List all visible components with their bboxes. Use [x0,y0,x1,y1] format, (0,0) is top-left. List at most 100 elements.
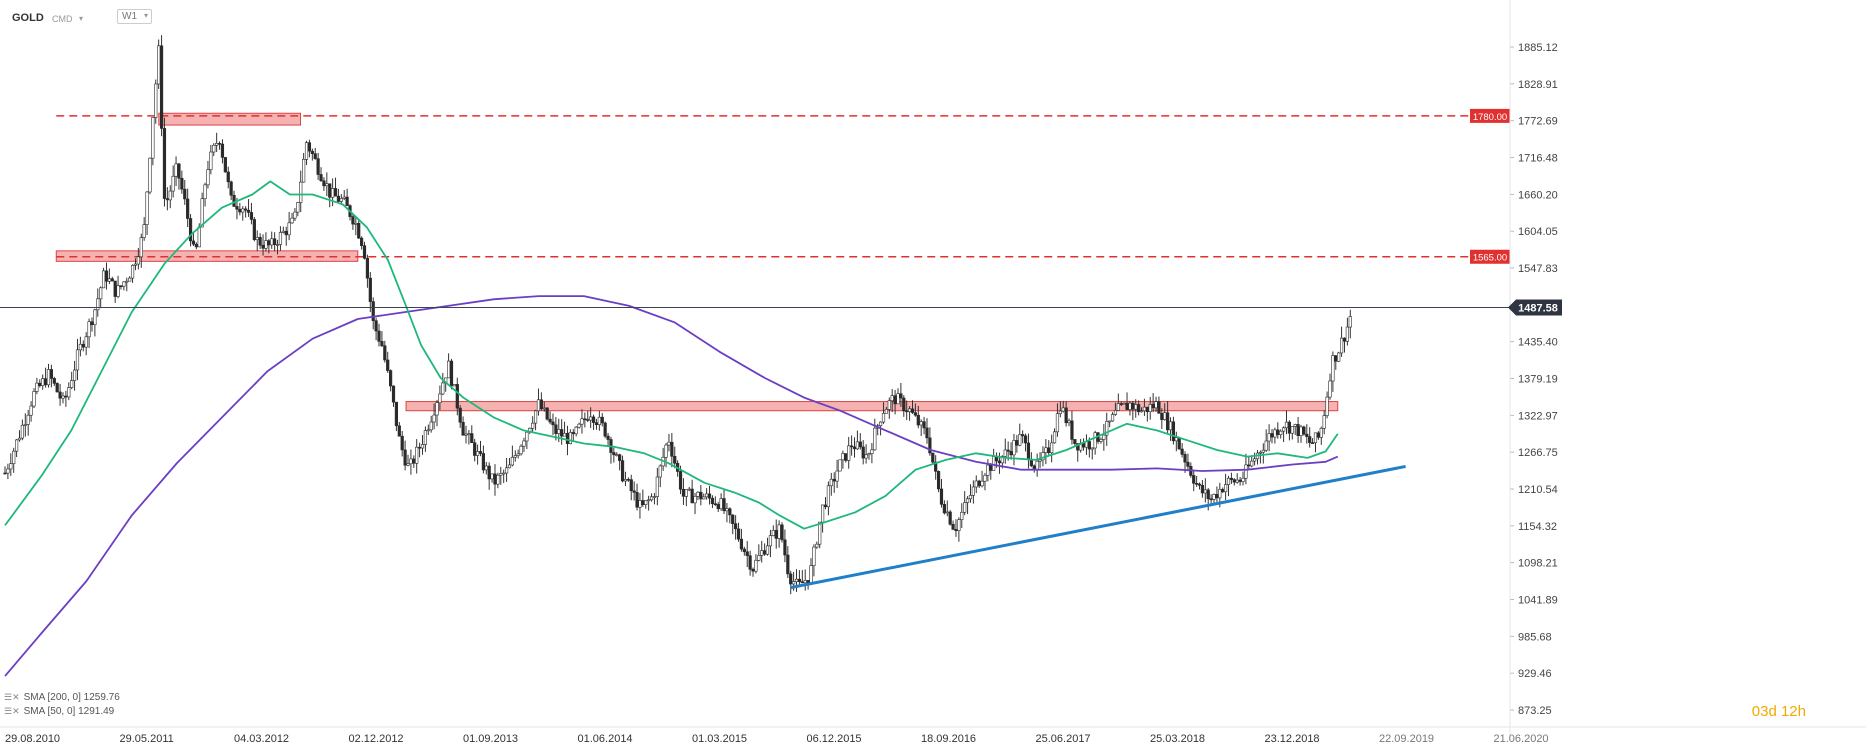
price-axis[interactable]: 1885.12 1828.91 1772.69 1716.48 1660.20 1604.… [1509,0,1558,740]
candle-body [905,410,909,413]
candle-body [760,550,764,556]
candle-body [284,230,288,236]
candle-body [713,503,717,505]
candle-body [594,422,599,425]
candle-body [130,264,135,279]
candle-body [533,410,538,424]
x-tick-label: 01.06.2014 [578,733,633,745]
candle-body [470,433,474,444]
candle-body [319,174,323,182]
current-price-tag [1508,299,1562,316]
candle-body [1110,414,1115,422]
candle-body [41,378,45,386]
candle-body [136,256,140,265]
candle-body [220,143,225,158]
candle-body [1061,407,1065,412]
candle-body [597,416,601,425]
candle-body [32,391,36,407]
candle-body [1270,433,1274,438]
y-tick-label: 1041.89 [1518,595,1558,607]
candle-body [360,237,364,246]
settings-icon[interactable]: ☰✕ [4,706,20,716]
candle-body [731,514,735,524]
current-price-tag-group: 1487.58 [0,299,1562,316]
candle-body [1157,401,1161,414]
candle-body [1073,439,1077,444]
candle-body [1026,442,1031,461]
candle-body [629,479,633,492]
candle-body [1125,402,1129,410]
trendline-group[interactable] [790,464,1406,590]
candle-body [771,530,775,536]
symbol-label[interactable]: GOLD [12,12,44,24]
candle-body [1148,404,1152,413]
level-tag-label: 1565.00 [1473,253,1507,264]
time-axis[interactable]: 29.08.2010 29.05.2011 04.03.2012 02.12.2012… [0,726,1866,745]
timeframe-selector[interactable]: W1 [117,9,152,24]
candle-body [357,222,361,239]
y-tick-label: 985.68 [1518,631,1552,643]
sma200-legend[interactable]: ☰✕ SMA [200, 0] 1259.76 [4,692,120,703]
candle-body [1342,337,1347,342]
candle-body [1215,494,1219,499]
candle-body [1044,447,1048,453]
candle-body [290,217,294,224]
candle-body [510,456,514,466]
candle-body [145,191,149,225]
candle-body [304,142,309,160]
candle-body [1279,430,1283,435]
candle-body [1192,475,1196,484]
sma50-legend[interactable]: ☰✕ SMA [50, 0] 1291.49 [4,706,114,717]
candle-body [818,521,822,545]
candle-body [687,488,691,491]
current-price-label: 1487.58 [1518,302,1558,314]
candle-body [502,472,506,475]
candle-body [734,523,738,530]
candle-body [255,237,259,241]
candle-body [815,543,819,548]
y-tick-label: 1828.91 [1518,79,1558,91]
candle-body [699,491,703,500]
candle-body [574,426,578,435]
candle-body [652,496,657,498]
candle-body [46,369,51,386]
candle-body [792,581,796,585]
candle-body [971,486,975,496]
candle-body [719,498,723,510]
candle-body [757,555,761,561]
candle-body [362,245,367,259]
candle-body [252,219,256,241]
candle-body [383,345,387,361]
candle-body [1328,380,1332,398]
candle-body [1171,421,1176,442]
candle-body [710,497,715,504]
candle-body [1261,449,1265,453]
candle-body [64,395,68,398]
candle-body [1316,432,1320,438]
candle-body [452,384,456,387]
candle-body [705,493,709,498]
symbol-dropdown-icon[interactable]: ▾ [79,14,84,23]
settings-icon[interactable]: ☰✕ [4,692,20,702]
candle-body [6,468,10,474]
candle-body [1151,404,1155,409]
candle-body [446,360,451,379]
candle-body [1253,458,1257,462]
candle-body [23,424,27,426]
candle-body [1154,401,1158,409]
candle-body [400,435,404,451]
candle-body [829,478,833,487]
candle-body [139,237,143,258]
candle-body [458,407,462,423]
candle-body [925,427,929,439]
candle-body [322,180,326,187]
horizontal-levels[interactable]: 1780.00 1565.00 [56,108,1510,264]
candle-body [873,427,877,451]
candle-body [826,485,831,508]
candle-body [67,387,71,398]
market-label: CMD [52,14,73,24]
candle-body [1276,429,1280,435]
candle-body [104,270,109,282]
candle-body [716,504,720,510]
